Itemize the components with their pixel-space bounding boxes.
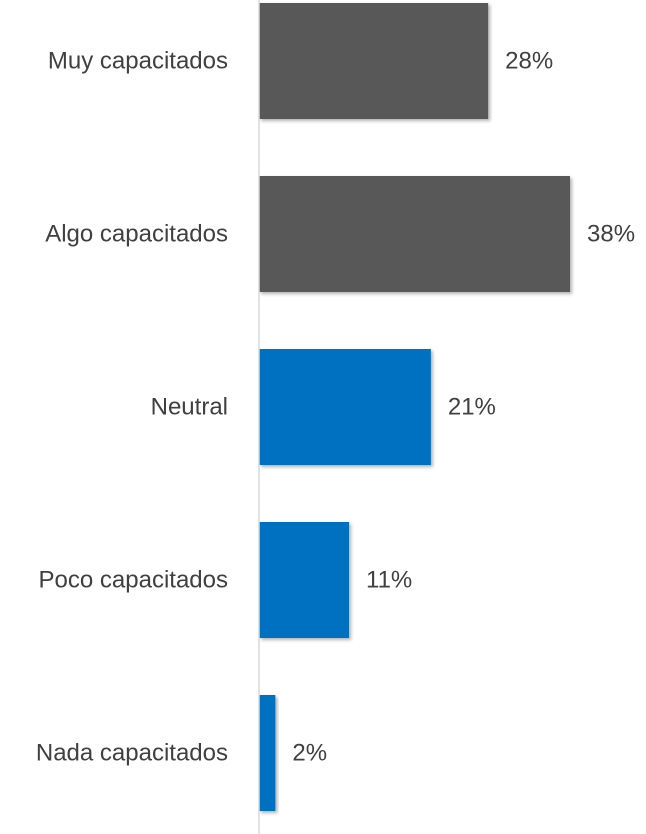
category-label-2: Neutral <box>151 394 228 421</box>
bar-3 <box>259 522 350 638</box>
category-label-0: Muy capacitados <box>48 48 228 75</box>
bar-4 <box>259 695 276 811</box>
value-label-3: 11% <box>366 567 412 594</box>
value-label-4: 2% <box>292 740 327 767</box>
value-label-0: 28% <box>505 48 553 75</box>
category-label-4: Nada capacitados <box>36 740 228 767</box>
value-label-2: 21% <box>448 394 496 421</box>
value-label-1: 38% <box>587 221 635 248</box>
bar-0 <box>259 3 489 119</box>
bars-group <box>259 3 570 811</box>
labels-group: Muy capacitados 28% Algo capacitados 38% Neu… <box>36 48 635 767</box>
bar-2 <box>259 349 431 465</box>
category-label-3: Poco capacitados <box>39 567 228 594</box>
bar-1 <box>259 176 570 292</box>
category-label-1: Algo capacitados <box>45 221 228 248</box>
